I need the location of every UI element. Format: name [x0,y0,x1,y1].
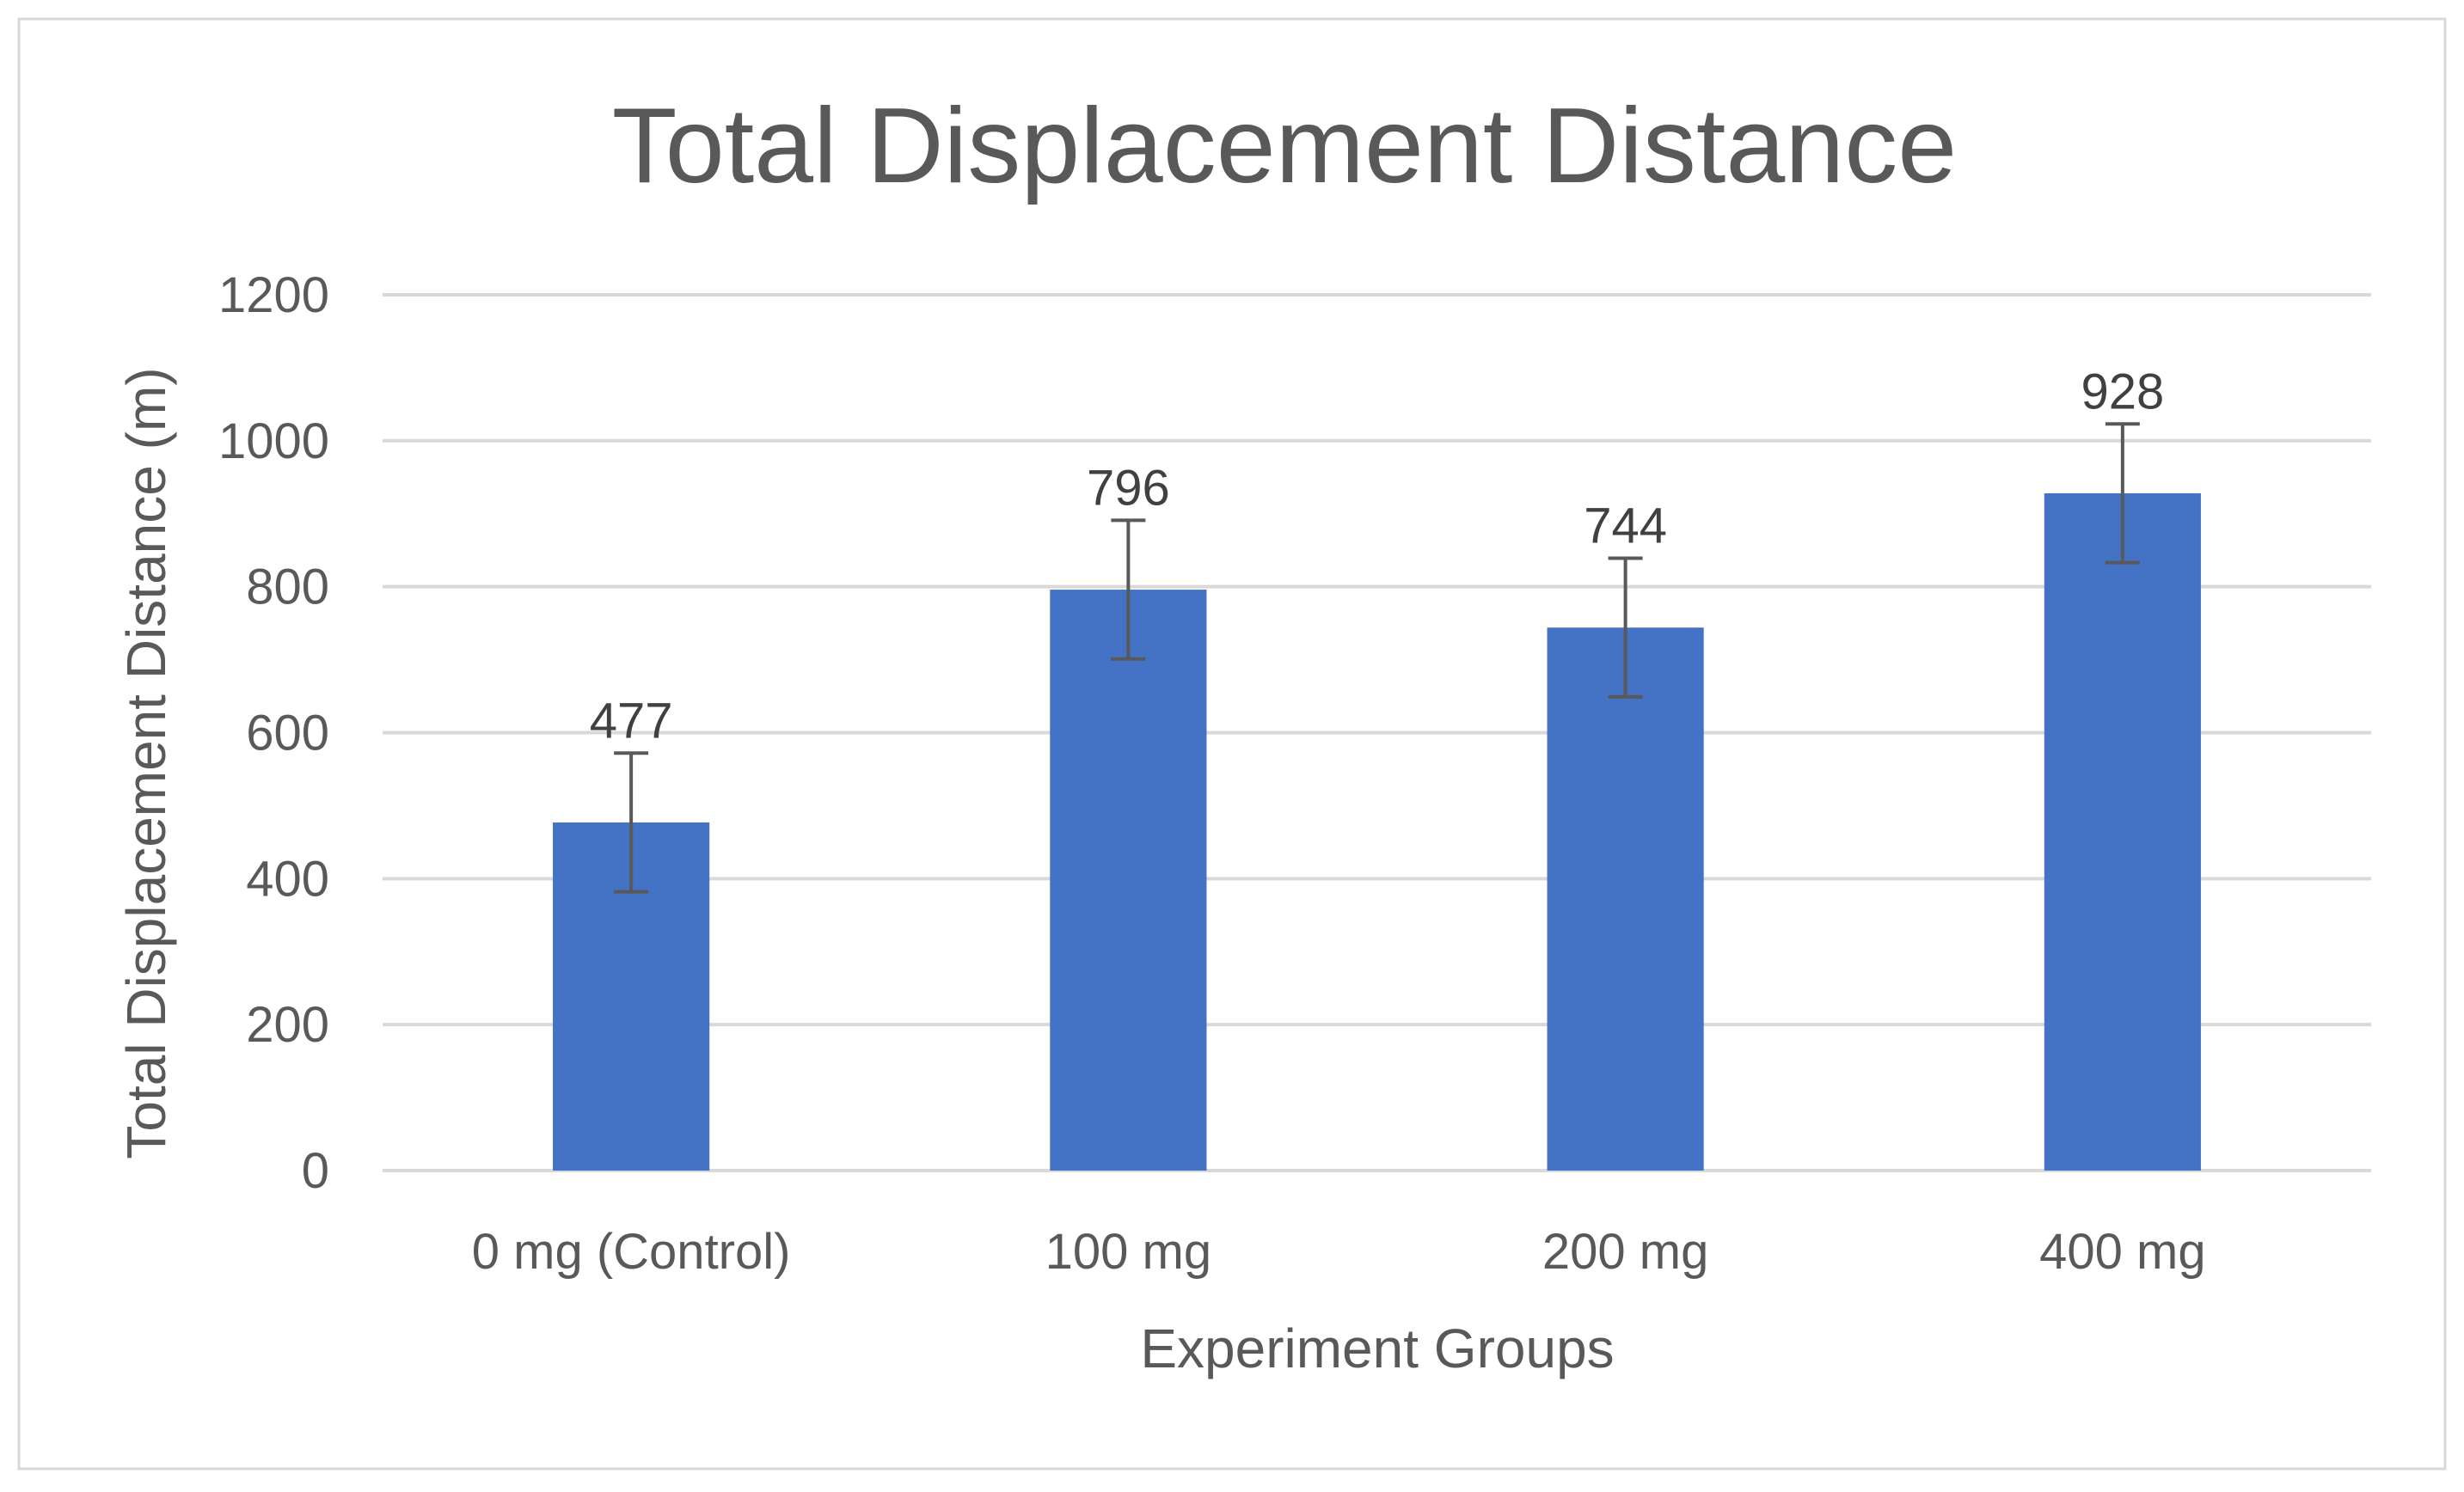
y-tick-label: 600 [246,706,329,761]
chart-title: Total Displacement Distance [612,87,1957,205]
error-bar [2105,422,2140,565]
x-category-label: 400 mg [2039,1224,2205,1280]
error-bar [1111,518,1146,661]
y-axis-tick-labels: 0 200 400 600 800 1000 1200 [218,267,329,1199]
y-tick-label: 800 [246,560,329,615]
chart-frame [17,17,2447,1471]
error-bar [1608,556,1643,699]
x-category-label: 100 mg [1045,1224,1211,1280]
bar [2044,492,2201,1171]
y-tick-label: 1000 [218,413,329,469]
data-label: 477 [590,693,673,749]
data-labels: 477 796 744 928 [590,364,2165,749]
y-axis-title: Total Displacement Distance (m) [115,367,177,1159]
y-tick-label: 200 [246,997,329,1053]
x-axis-category-labels: 0 mg (Control) 100 mg 200 mg 400 mg [472,1224,2206,1280]
error-bars [614,422,2140,894]
y-tick-label: 400 [246,851,329,907]
error-bar [614,751,649,894]
data-label: 796 [1087,460,1170,516]
x-category-label: 200 mg [1542,1224,1708,1280]
gridlines [383,293,2371,1172]
x-axis-title: Experiment Groups [1140,1318,1614,1379]
data-label: 928 [2081,364,2164,419]
x-category-label: 0 mg (Control) [472,1224,791,1280]
bar [1050,590,1207,1171]
y-tick-label: 0 [302,1143,329,1199]
bar [1547,627,1704,1171]
data-label: 744 [1584,498,1667,554]
y-tick-label: 1200 [218,267,329,323]
